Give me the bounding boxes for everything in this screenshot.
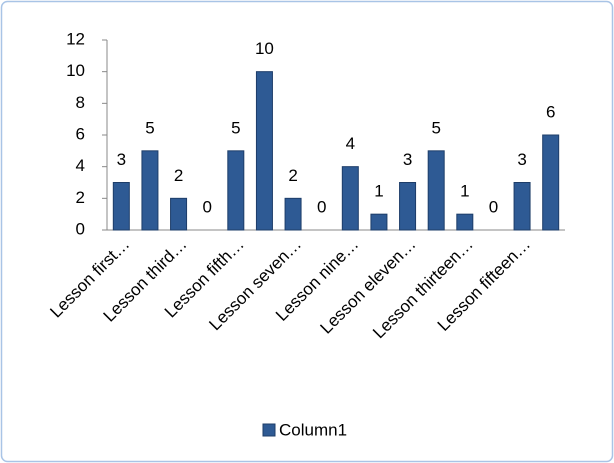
y-tick-label: 10 (66, 61, 85, 80)
data-label: 6 (546, 102, 555, 121)
data-label: 1 (460, 182, 469, 201)
y-tick-label: 4 (76, 156, 85, 175)
y-tick-label: 6 (76, 124, 85, 143)
bar (112, 182, 130, 231)
bar (427, 150, 445, 231)
bar (170, 197, 188, 231)
data-label: 10 (255, 39, 274, 58)
data-label: 4 (346, 134, 355, 153)
data-label: 5 (231, 118, 240, 137)
legend-swatch (262, 423, 276, 437)
y-tick-label: 8 (76, 93, 85, 112)
y-tick-label: 0 (76, 219, 85, 238)
data-label: 2 (288, 166, 297, 185)
bar (542, 134, 560, 231)
data-label: 0 (489, 197, 498, 216)
bar (399, 182, 417, 231)
bar (513, 182, 531, 231)
bar (456, 213, 474, 231)
data-label: 0 (202, 197, 211, 216)
bar (227, 150, 245, 231)
bar (284, 197, 302, 231)
bar (341, 166, 359, 231)
data-label: 2 (174, 166, 183, 185)
data-label: 5 (145, 118, 154, 137)
data-label: 1 (374, 182, 383, 201)
data-label: 5 (431, 118, 440, 137)
data-label: 3 (403, 150, 412, 169)
bar (255, 71, 273, 231)
y-tick-label: 2 (76, 188, 85, 207)
data-label: 0 (317, 197, 326, 216)
data-label: 3 (517, 150, 526, 169)
y-tick-label: 12 (66, 29, 85, 48)
data-label: 3 (117, 150, 126, 169)
bar (370, 213, 388, 231)
bar (141, 150, 159, 231)
legend-label: Column1 (279, 420, 347, 439)
